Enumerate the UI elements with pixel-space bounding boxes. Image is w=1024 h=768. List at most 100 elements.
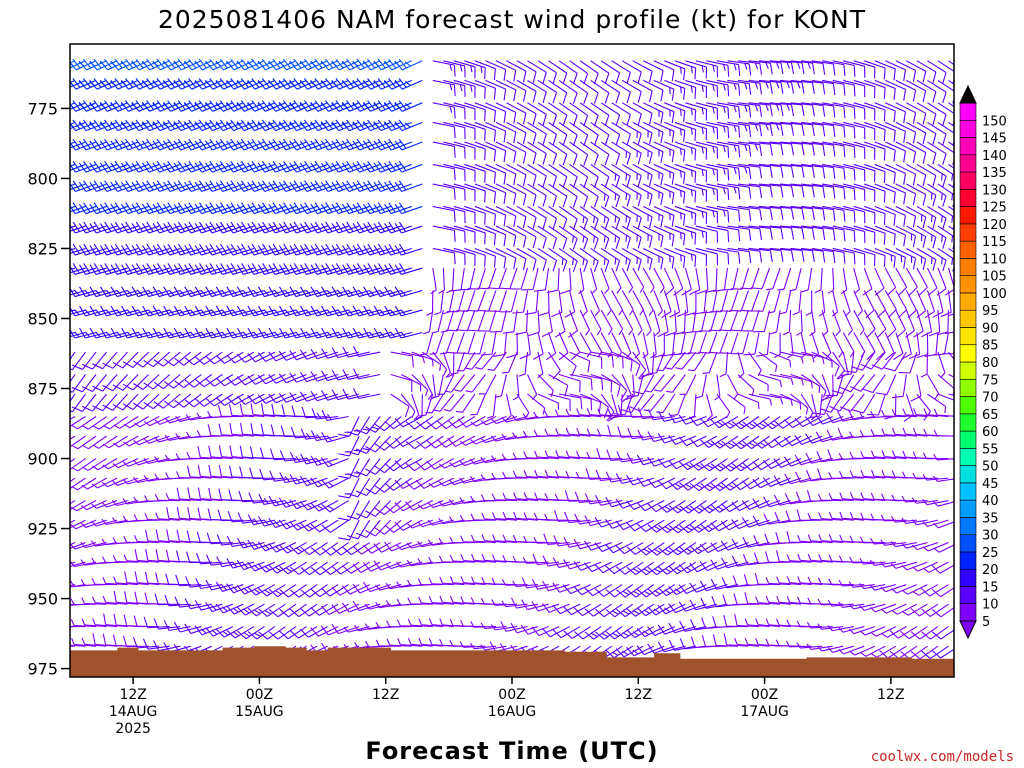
wind-barb — [674, 141, 697, 161]
wind-barb — [247, 327, 276, 339]
wind-barb — [428, 596, 454, 605]
wind-barb — [401, 351, 425, 364]
wind-barb — [822, 163, 846, 180]
wind-barb — [320, 457, 349, 468]
wind-barb — [874, 163, 896, 184]
wind-barb — [748, 60, 773, 75]
wind-barb — [895, 79, 917, 102]
wind-barb — [321, 584, 349, 597]
wind-barb — [849, 470, 875, 479]
wind-barb — [431, 309, 444, 334]
wind-barb — [502, 492, 528, 502]
wind-barb — [474, 247, 497, 268]
wind-barb — [394, 500, 423, 512]
wind-barb — [520, 624, 549, 635]
wind-barb — [394, 100, 423, 112]
wind-barb — [338, 477, 360, 499]
wind-barb — [152, 327, 181, 339]
wind-barb — [933, 544, 954, 553]
x-tick-label: 17AUG — [740, 704, 789, 720]
wind-barb — [70, 644, 86, 647]
y-tick-label: 825 — [27, 239, 58, 258]
wind-barb — [780, 121, 805, 136]
wind-barb — [895, 102, 917, 124]
wind-barb — [155, 512, 181, 521]
wind-barb — [81, 618, 107, 628]
wind-barb — [704, 268, 718, 294]
wind-barb — [454, 374, 476, 392]
wind-barb — [859, 583, 886, 590]
wind-barb — [70, 102, 76, 106]
wind-barb — [948, 225, 954, 231]
wind-barb — [817, 598, 844, 606]
wind-barb — [541, 309, 553, 338]
wind-barb — [481, 512, 507, 521]
wind-barb — [658, 542, 686, 556]
wind-barb — [247, 100, 276, 112]
wind-barb — [632, 351, 647, 380]
wind-barb — [443, 163, 466, 181]
wind-barb — [902, 603, 928, 616]
wind-barb — [859, 536, 886, 544]
wind-barb — [338, 519, 360, 541]
wind-barb — [922, 452, 949, 460]
wind-barb — [453, 205, 476, 224]
wind-barb — [112, 499, 139, 507]
wind-barb — [729, 309, 750, 332]
wind-barb — [257, 160, 286, 173]
wind-barb — [71, 393, 97, 412]
wind-barb — [780, 141, 805, 156]
wind-barb — [215, 393, 244, 406]
wind-barb — [727, 225, 752, 241]
wind-barb — [611, 247, 631, 272]
wind-barb — [698, 332, 718, 354]
wind-barb — [790, 393, 809, 415]
wind-barb — [554, 510, 581, 522]
wind-barb — [668, 477, 697, 491]
wind-barb — [143, 393, 171, 410]
wind-barb — [948, 248, 954, 253]
wind-barb — [537, 163, 558, 188]
wind-barb — [885, 163, 906, 185]
wind-barb — [927, 121, 947, 146]
wind-barb — [394, 180, 423, 193]
colorbar-label: 50 — [982, 460, 999, 475]
wind-barb — [657, 641, 686, 653]
wind-barb — [174, 374, 202, 389]
wind-barb — [373, 327, 402, 339]
wind-barb — [811, 79, 836, 95]
wind-barb — [205, 374, 234, 387]
wind-barb — [71, 458, 97, 472]
wind-barb — [637, 429, 665, 441]
wind-barb — [449, 595, 475, 605]
wind-barb — [944, 331, 954, 335]
wind-barb — [143, 351, 171, 368]
wind-barb — [338, 435, 360, 457]
wind-barb — [643, 163, 664, 186]
wind-barb — [215, 351, 244, 364]
wind-barb — [468, 332, 486, 355]
wind-barb — [632, 121, 653, 145]
colorbar-label: 115 — [982, 235, 1007, 250]
wind-barb — [863, 332, 876, 361]
wind-barb — [110, 327, 139, 339]
wind-barb — [937, 351, 946, 379]
wind-barb — [881, 428, 907, 437]
colorbar-swatch — [959, 551, 977, 570]
wind-barb — [668, 412, 697, 424]
wind-barb — [374, 416, 402, 432]
wind-barb — [710, 578, 739, 590]
wind-barb — [780, 163, 805, 178]
wind-barb — [268, 351, 297, 362]
wind-barb — [500, 621, 528, 632]
wind-barb — [843, 163, 866, 182]
y-tick-825: 825 — [27, 239, 70, 258]
wind-barb — [453, 163, 476, 182]
wind-barb — [626, 561, 655, 576]
wind-barb — [574, 491, 602, 504]
wind-barb — [644, 374, 665, 393]
wind-barb — [70, 519, 97, 530]
wind-barb — [464, 102, 486, 122]
wind-barb — [595, 603, 623, 618]
wind-barb — [906, 102, 927, 125]
